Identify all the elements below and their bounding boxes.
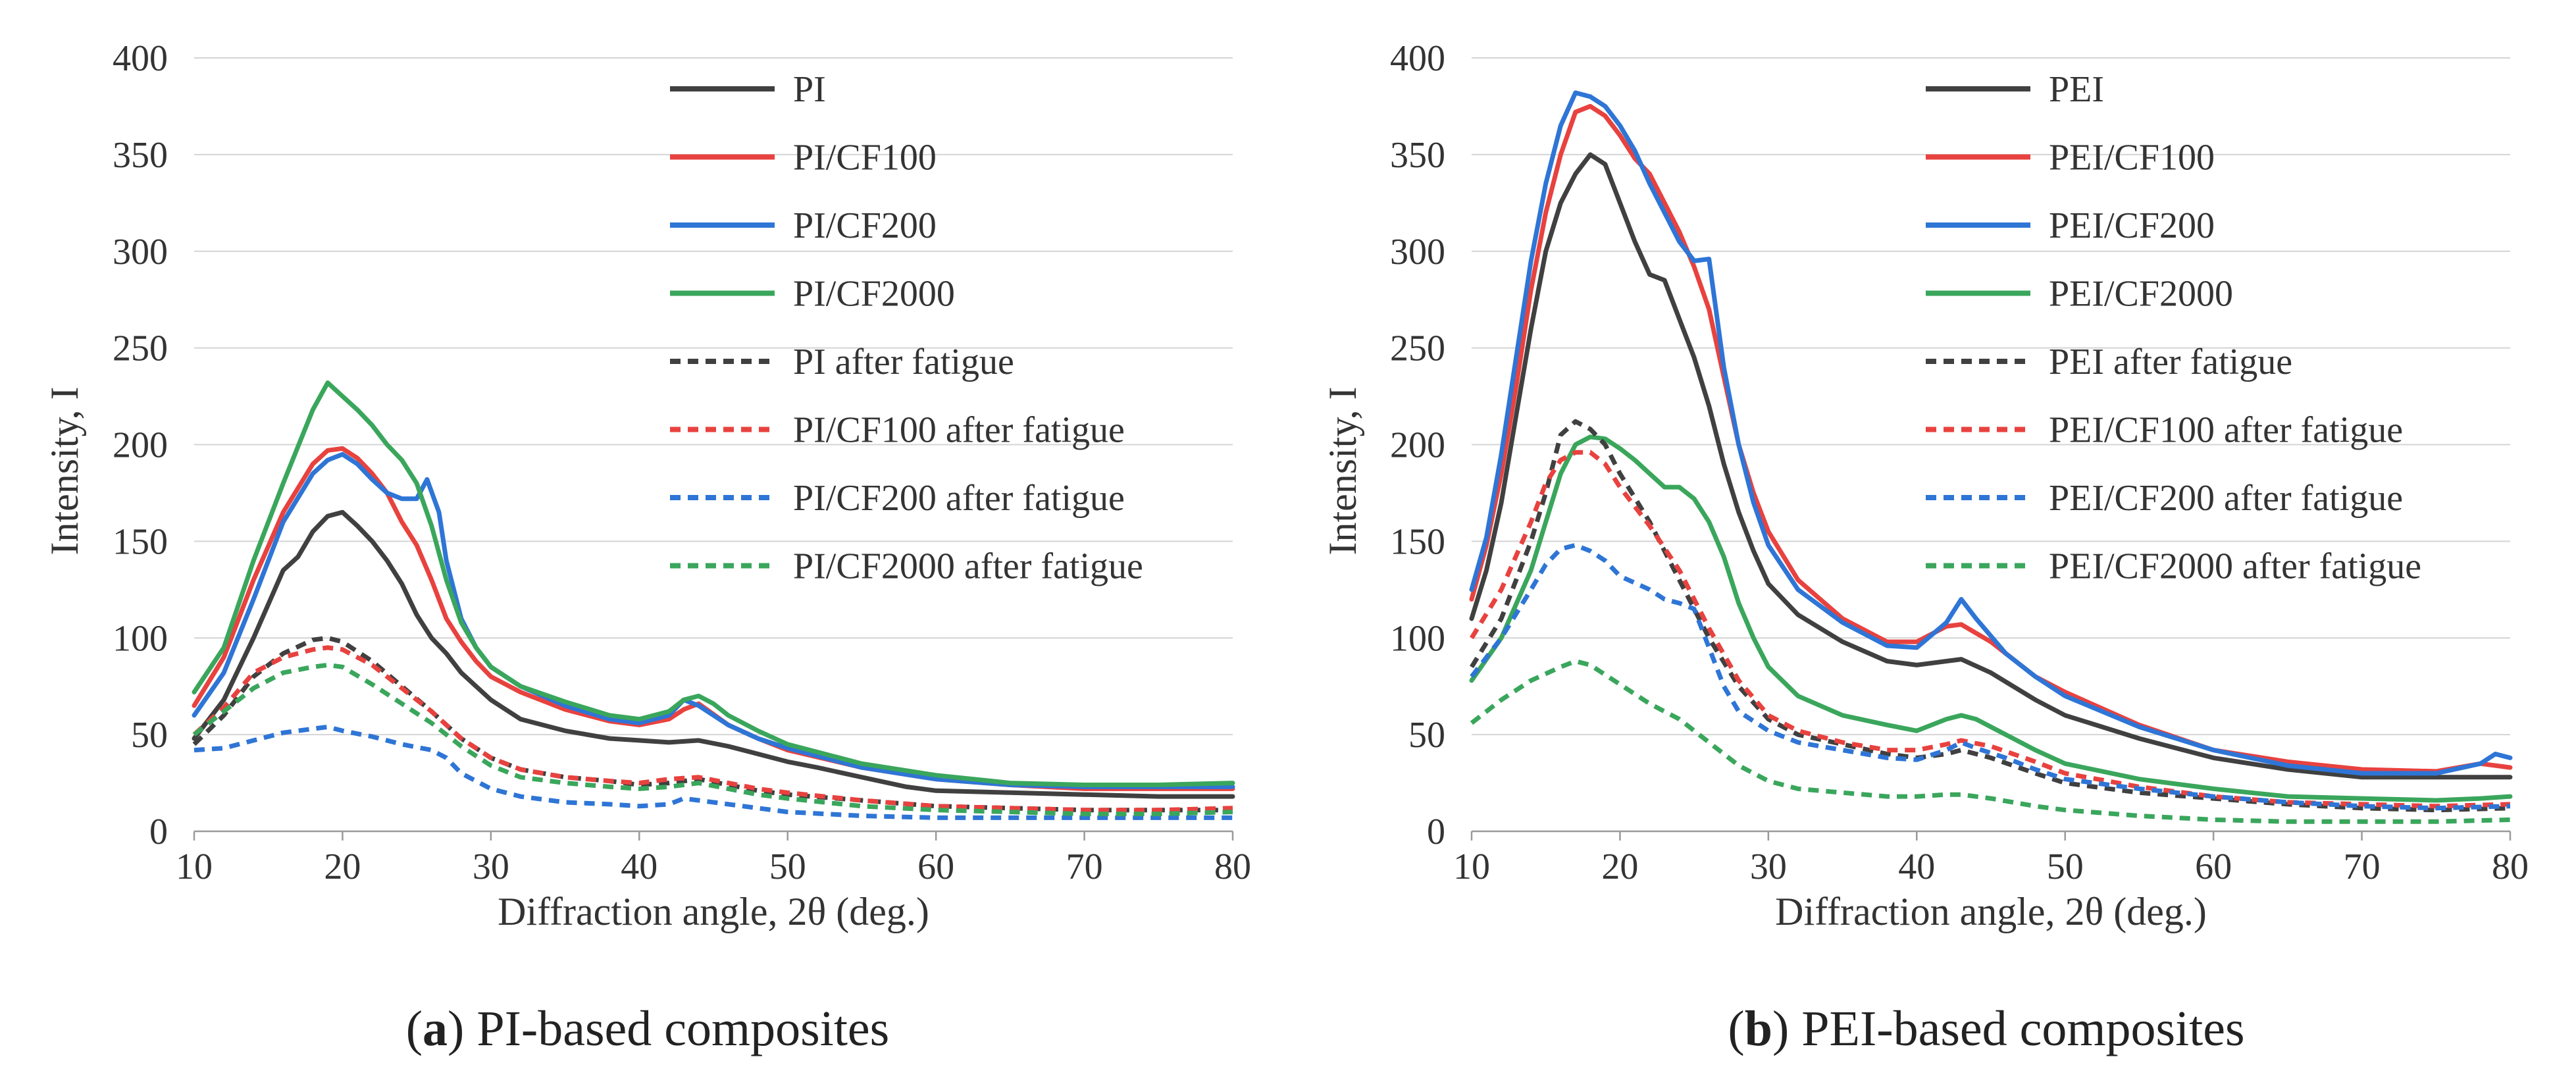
y-tick-label: 350 (113, 135, 168, 176)
x-tick-label: 20 (1601, 846, 1638, 887)
series-line-pi-cf200-after-fatigue (193, 724, 1233, 820)
y-tick-label: 400 (113, 38, 168, 79)
y-tick-label: 300 (1390, 232, 1445, 272)
legend-label: PEI/CF2000 after fatigue (2049, 546, 2421, 587)
x-tick-label: 30 (1750, 846, 1787, 887)
y-tick-label: 0 (1427, 812, 1445, 852)
y-tick-label: 400 (1390, 38, 1445, 79)
legend-label: PEI/CF100 (2049, 138, 2215, 178)
panel-caption: (a) PI-based composites (406, 1001, 890, 1056)
chart-panel-a: 0 50 100 150 200 250 300 350 400 10 20 30 40 50 60 70 80… (43, 38, 1251, 1056)
legend-label: PI/CF100 after fatigue (793, 410, 1125, 451)
panel-caption: (b) PEI-based composites (1728, 1001, 2244, 1056)
legend-label: PI (793, 69, 826, 110)
legend: PEI PEI/CF100 PEI/CF200 PEI/CF2000 PEI after… (1926, 69, 2421, 587)
x-tick-label: 40 (1898, 846, 1935, 887)
y-tick-label: 50 (1408, 715, 1445, 756)
x-tick-label: 60 (917, 846, 954, 887)
y-axis-title: Intensity, I (43, 386, 86, 555)
y-tick-label: 200 (113, 425, 168, 466)
legend-label: PEI (2049, 69, 2104, 110)
x-tick-label: 80 (1214, 846, 1251, 887)
series-line-pei-after-fatigue (1470, 419, 2511, 813)
y-axis-title: Intensity, I (1321, 386, 1364, 555)
legend-label: PI/CF2000 after fatigue (793, 546, 1143, 587)
y-tick-label: 150 (1390, 521, 1445, 562)
legend-label: PEI/CF2000 (2049, 274, 2233, 315)
legend-label: PI/CF200 after fatigue (793, 478, 1125, 519)
y-tick-label: 250 (113, 328, 168, 369)
chart-panel-b: 0 50 100 150 200 250 300 350 400 10 20 30 40 50 60 70 80… (1321, 38, 2529, 1056)
legend: PI PI/CF100 PI/CF200 PI/CF2000 PI after fati… (670, 69, 1143, 587)
x-tick-label: 10 (1453, 846, 1490, 887)
y-tick-label: 250 (1390, 328, 1445, 369)
series-line-pei (1469, 152, 2513, 780)
x-axis-title: Diffraction angle, 2θ (deg.) (498, 890, 929, 933)
series-line-pei-cf2000 (1469, 434, 2513, 803)
x-tick-label: 70 (1066, 846, 1103, 887)
x-axis-title: Diffraction angle, 2θ (deg.) (1775, 890, 2207, 933)
x-tick-label: 50 (769, 846, 806, 887)
legend-label: PI/CF100 (793, 138, 937, 178)
y-tick-label: 50 (131, 715, 168, 756)
legend-label: PEI/CF200 after fatigue (2049, 478, 2403, 519)
y-tick-label: 100 (1390, 618, 1445, 659)
x-tick-label: 30 (473, 846, 509, 887)
y-tick-label: 150 (113, 521, 168, 562)
series-line-pi (192, 509, 1235, 799)
legend-label: PI/CF2000 (793, 274, 955, 315)
caption-letter: a (423, 1001, 448, 1056)
y-tick-label: 100 (113, 618, 168, 659)
series-line-pi-cf2000-after-fatigue (192, 662, 1233, 817)
x-tick-label: 60 (2195, 846, 2232, 887)
y-tick-label: 200 (1390, 425, 1445, 466)
legend-label: PI after fatigue (793, 342, 1014, 382)
series-line-pei-cf200 (1469, 90, 2513, 776)
x-tick-label: 10 (176, 846, 213, 887)
x-tick-label: 20 (324, 846, 361, 887)
legend-label: PI/CF200 (793, 205, 937, 246)
caption-letter: b (1745, 1001, 1772, 1056)
legend-label: PEI/CF100 after fatigue (2049, 410, 2403, 451)
series-line-pei-cf2000-after-fatigue (1470, 659, 2511, 824)
x-tick-label: 70 (2344, 846, 2381, 887)
y-tick-label: 0 (149, 812, 168, 852)
series-line-pi-cf100-after-fatigue (192, 645, 1233, 813)
series-line-pei-cf100-after-fatigue (1470, 450, 2511, 809)
x-tick-label: 80 (2492, 846, 2529, 887)
x-tick-label: 40 (621, 846, 657, 887)
legend-label: PEI after fatigue (2049, 342, 2292, 382)
series-line-pi-cf2000 (192, 380, 1235, 787)
y-tick-label: 350 (1390, 135, 1445, 176)
legend-label: PEI/CF200 (2049, 205, 2215, 246)
x-tick-label: 50 (2047, 846, 2084, 887)
y-tick-label: 300 (113, 232, 168, 272)
